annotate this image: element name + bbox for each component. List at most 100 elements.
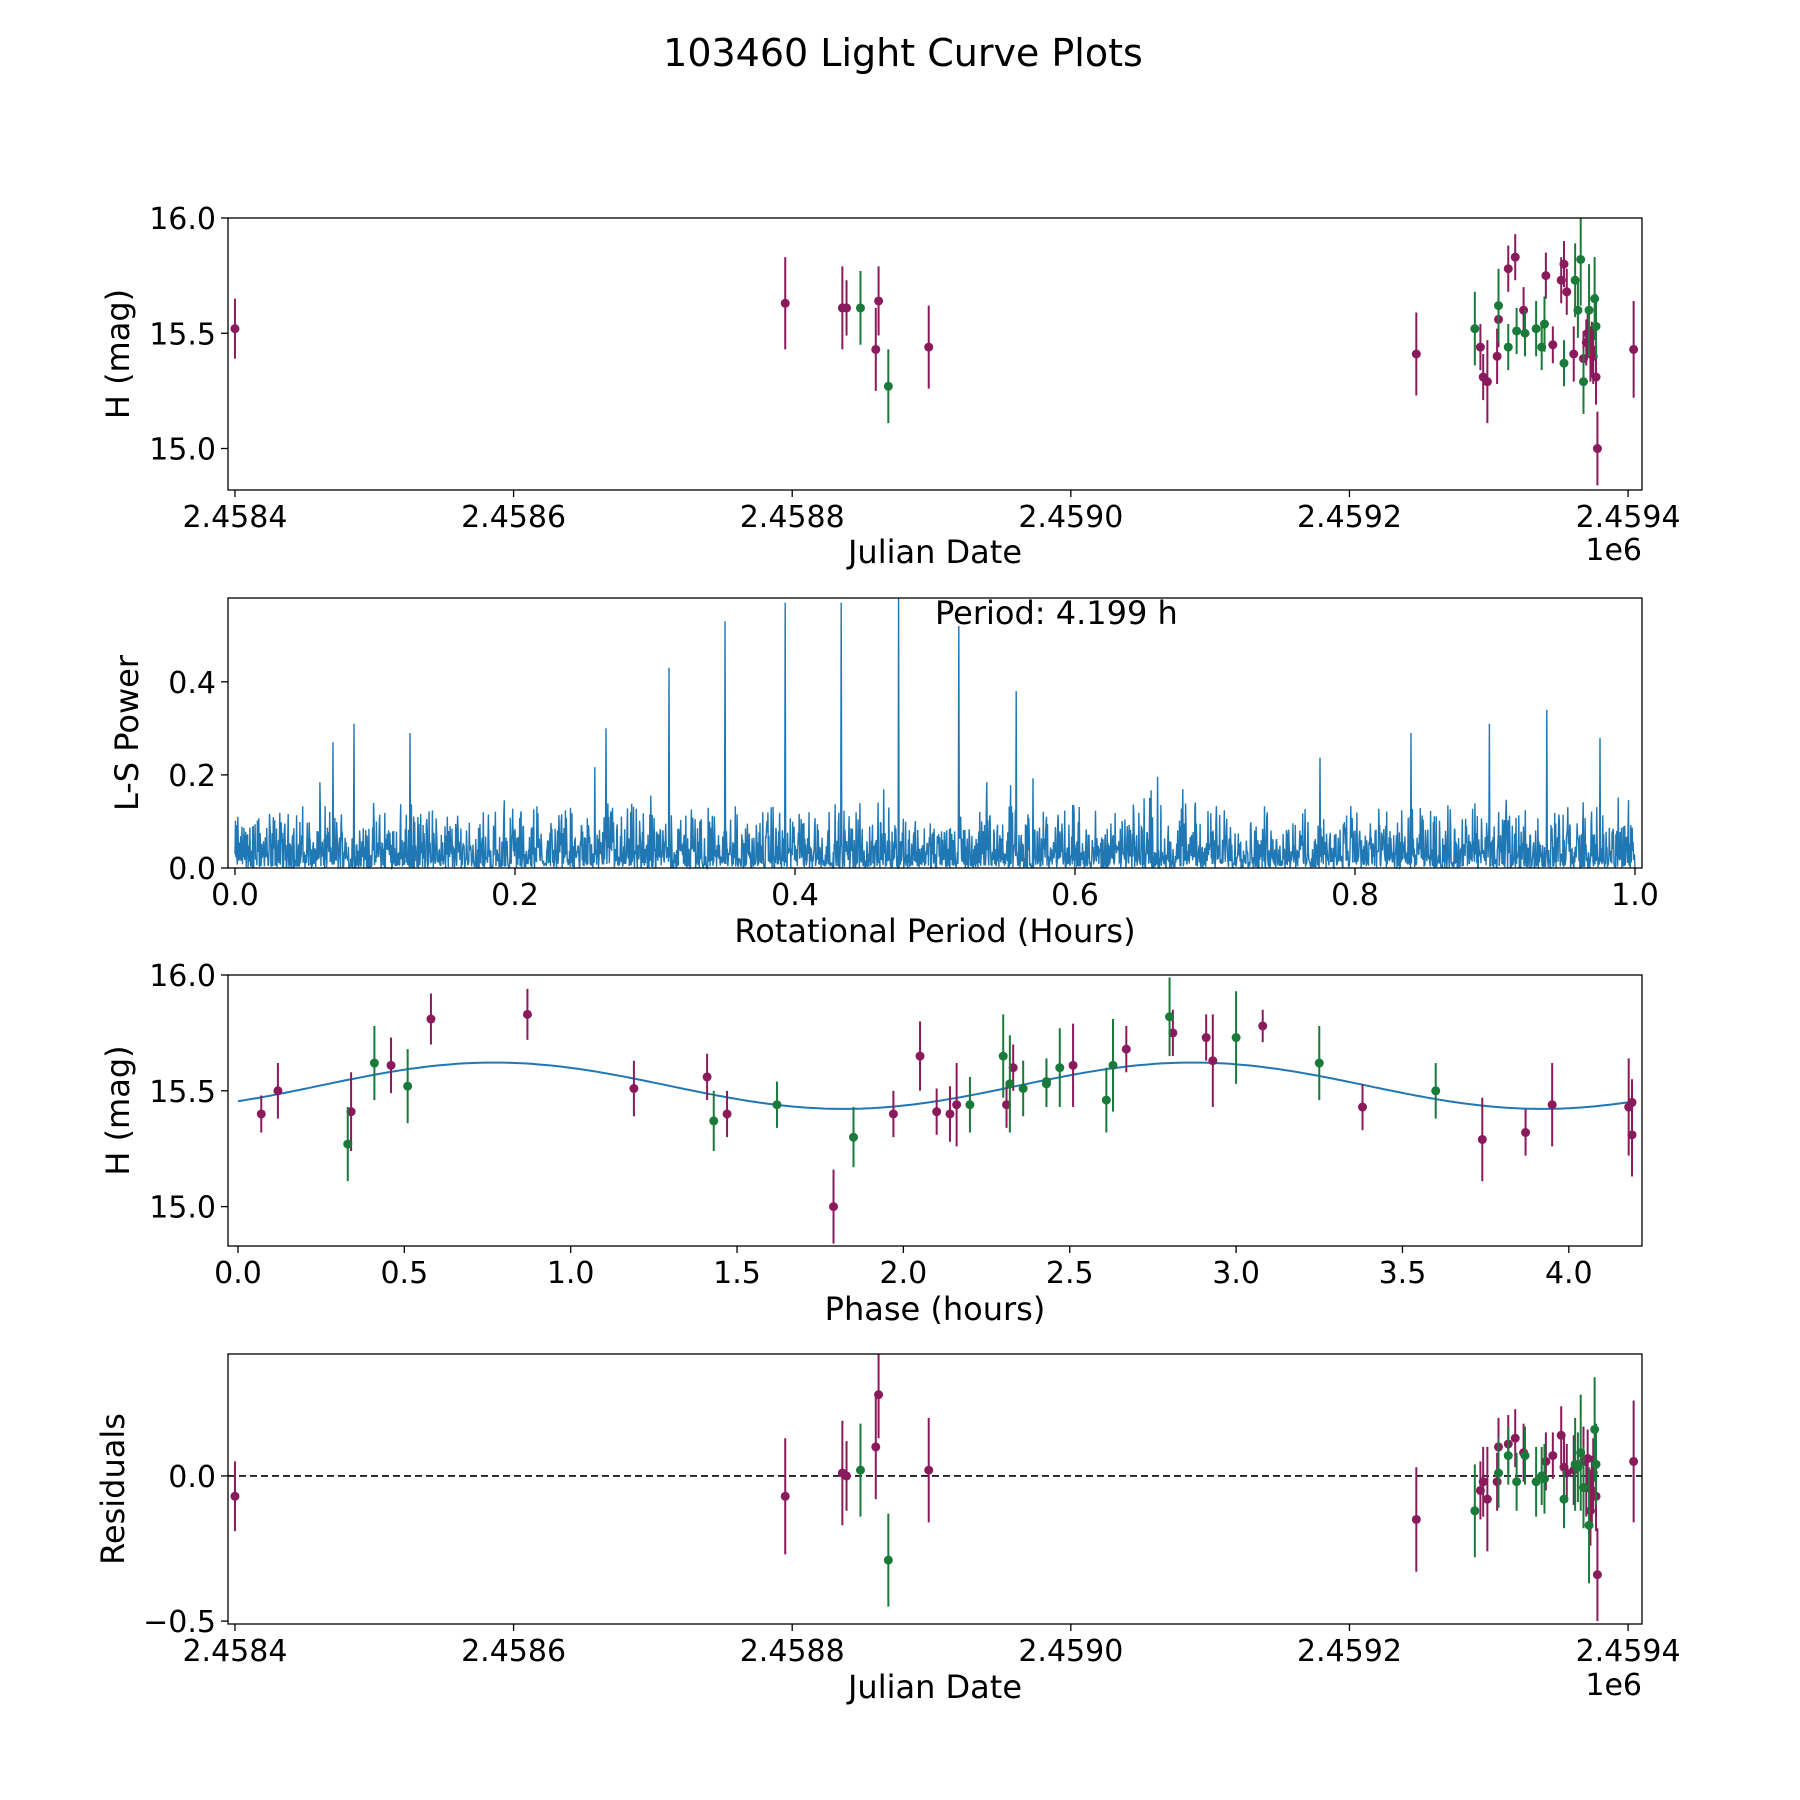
x-tick-label: 2.4588 — [740, 500, 845, 535]
x-tick-label: 2.4586 — [461, 1634, 566, 1669]
data-point — [256, 1109, 266, 1119]
x-tick-label: 2.4586 — [461, 500, 566, 535]
data-point — [1168, 1028, 1178, 1038]
period-annotation: Period: 4.199 h — [935, 594, 1178, 632]
y-axis-label: H (mag) — [99, 289, 137, 419]
data-point — [1531, 324, 1541, 334]
x-tick-label: 3.5 — [1379, 1256, 1427, 1291]
data-point — [1559, 358, 1569, 368]
data-point — [1201, 1033, 1211, 1043]
data-point — [1231, 1033, 1241, 1043]
data-point — [1548, 340, 1558, 350]
data-point — [772, 1100, 782, 1110]
data-point — [1477, 1134, 1487, 1144]
data-point — [874, 1390, 884, 1400]
data-point — [1121, 1044, 1131, 1054]
data-point — [230, 1491, 240, 1501]
phase-folded-panel: 0.0 0.5 1.0 1.5 2.0 2.5 3.0 3.5 4.0 15.0 15.5 16.0 P… — [99, 959, 1643, 1328]
data-point — [1510, 252, 1520, 262]
data-point — [722, 1109, 732, 1119]
axes-frame — [227, 597, 1643, 869]
x-tick-label: 0.2 — [491, 878, 539, 913]
power-series-line — [234, 597, 1636, 871]
y-tick-label: 16.0 — [149, 202, 216, 237]
y-tick-label: 0.0 — [168, 852, 216, 887]
data-point — [1629, 344, 1639, 354]
y-tick-label: 15.5 — [149, 317, 216, 352]
data-point — [1503, 342, 1513, 352]
x-tick-label: 2.0 — [880, 1256, 928, 1291]
light-curve-panel: 2.4584 2.4586 2.4588 2.4590 2.4592 2.4594 15.0… — [99, 202, 1681, 571]
figure-title: 103460 Light Curve Plots — [663, 31, 1143, 75]
y-axis-label: H (mag) — [99, 1045, 137, 1175]
x-tick-label: 1.5 — [713, 1256, 761, 1291]
y-tick-label: −0.5 — [143, 1605, 216, 1640]
data-point — [1627, 1130, 1637, 1140]
data-point — [1512, 326, 1522, 336]
axes-frame — [227, 217, 1643, 491]
data-point — [855, 1465, 865, 1475]
x-tick-label: 0.6 — [1051, 878, 1099, 913]
data-point — [915, 1051, 925, 1061]
data-point — [883, 1555, 893, 1565]
data-point — [998, 1051, 1008, 1061]
data-point — [1411, 1514, 1421, 1524]
data-point — [1591, 1459, 1601, 1469]
data-point — [403, 1081, 413, 1091]
data-point — [1108, 1060, 1118, 1070]
data-point — [1592, 444, 1602, 454]
data-point — [874, 296, 884, 306]
data-point — [1584, 1520, 1594, 1530]
data-point — [1005, 1079, 1015, 1089]
x-axis-label: Phase (hours) — [825, 1290, 1046, 1328]
x-tick-label: 0.0 — [211, 878, 259, 913]
x-tick-label: 2.4594 — [1576, 500, 1681, 535]
data-point — [1590, 294, 1600, 304]
y-tick-label: 15.0 — [149, 1191, 216, 1226]
x-tick-label: 2.4592 — [1297, 1634, 1402, 1669]
y-tick-label: 0.4 — [168, 666, 216, 701]
data-point — [1165, 1012, 1175, 1022]
data-point — [1569, 349, 1579, 359]
data-point — [1492, 351, 1502, 361]
data-point — [924, 342, 934, 352]
data-point — [1503, 264, 1513, 274]
residuals-panel: 2.4584 2.4586 2.4588 2.4590 2.4592 2.4594 −0.5… — [94, 1353, 1681, 1706]
data-point — [343, 1139, 353, 1149]
data-point — [1559, 1494, 1569, 1504]
data-point — [1470, 324, 1480, 334]
x-offset-label: 1e6 — [1585, 1668, 1642, 1703]
data-point — [932, 1107, 942, 1117]
x-tick-label: 0.0 — [214, 1256, 262, 1291]
data-point — [888, 1109, 898, 1119]
y-tick-label: 15.0 — [149, 433, 216, 468]
data-point — [1578, 1483, 1588, 1493]
data-point — [1541, 1456, 1551, 1466]
x-offset-label: 1e6 — [1585, 533, 1642, 568]
data-point — [1494, 301, 1504, 311]
data-point — [702, 1072, 712, 1082]
data-point — [1510, 1433, 1520, 1443]
data-point — [848, 1132, 858, 1142]
data-point — [273, 1086, 283, 1096]
x-tick-label: 0.4 — [771, 878, 819, 913]
data-point — [829, 1202, 839, 1212]
data-point — [1101, 1095, 1111, 1105]
x-tick-label: 3.0 — [1212, 1256, 1260, 1291]
x-tick-label: 2.4588 — [740, 1634, 845, 1669]
data-point — [1559, 259, 1569, 269]
x-tick-label: 2.5 — [1046, 1256, 1094, 1291]
data-point — [842, 303, 852, 313]
data-point — [1583, 1454, 1593, 1464]
data-point — [522, 1009, 532, 1019]
data-point — [1590, 1424, 1600, 1434]
data-point — [883, 381, 893, 391]
data-point — [965, 1100, 975, 1110]
x-tick-label: 1.0 — [547, 1256, 595, 1291]
y-tick-label: 16.0 — [149, 959, 216, 994]
x-tick-label: 2.4584 — [182, 500, 287, 535]
data-point — [1482, 1494, 1492, 1504]
data-point — [1411, 349, 1421, 359]
data-point — [780, 1491, 790, 1501]
periodogram-panel: Period: 4.199 h 0.0 0.2 0.4 0.6 0.8 1.0 0.0 0.2 0… — [108, 594, 1659, 950]
